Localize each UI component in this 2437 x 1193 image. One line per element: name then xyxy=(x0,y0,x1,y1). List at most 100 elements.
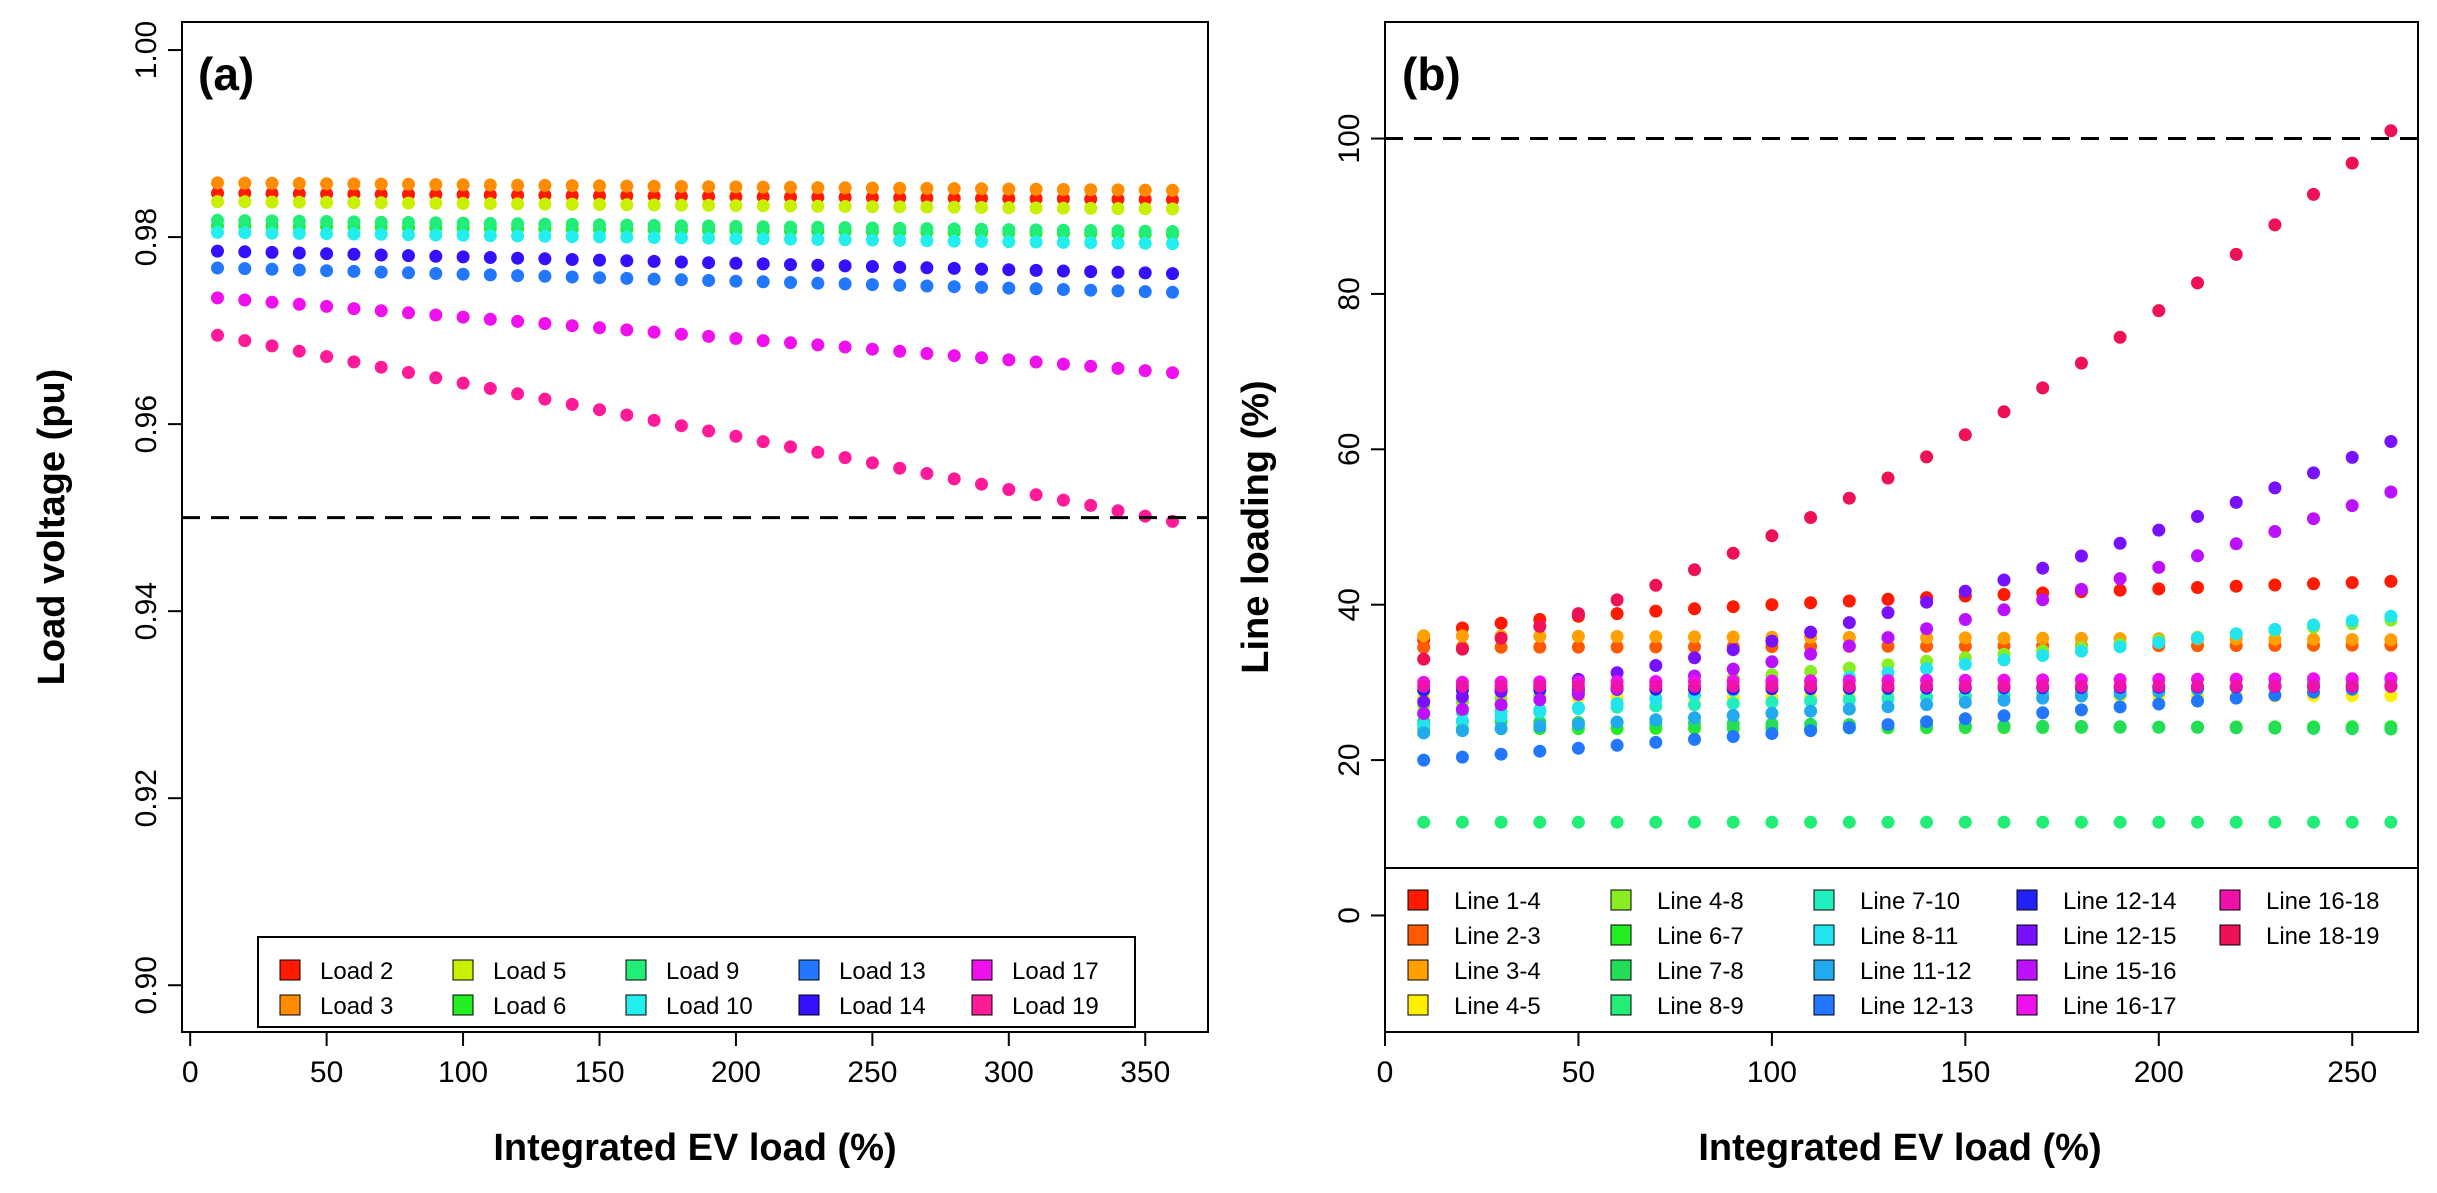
data-point xyxy=(1084,265,1098,279)
data-point xyxy=(1417,640,1431,654)
data-point xyxy=(647,413,661,427)
data-point xyxy=(211,213,224,227)
data-point xyxy=(1842,693,1856,707)
data-point xyxy=(2036,815,2050,829)
data-point xyxy=(1765,679,1779,693)
data-point xyxy=(565,319,579,333)
data-point xyxy=(920,200,934,214)
data-point xyxy=(238,214,252,228)
data-point xyxy=(1494,679,1508,693)
data-point xyxy=(1166,193,1179,207)
data-point xyxy=(920,261,934,275)
data-point xyxy=(1138,183,1152,197)
data-point xyxy=(674,419,688,433)
data-point xyxy=(1056,283,1070,296)
data-point xyxy=(975,351,988,365)
legend-swatch xyxy=(2219,924,2241,946)
data-point xyxy=(238,176,252,190)
x-tick-label: 300 xyxy=(984,1056,1034,1089)
data-point xyxy=(702,256,716,270)
data-point xyxy=(811,190,825,204)
data-point xyxy=(702,190,716,203)
data-point xyxy=(756,220,770,234)
data-point xyxy=(729,180,743,194)
data-point xyxy=(1056,235,1070,249)
data-point xyxy=(1842,616,1856,630)
data-point xyxy=(1138,236,1152,250)
legend-swatch xyxy=(971,959,993,981)
data-point xyxy=(865,342,879,356)
data-point xyxy=(838,340,852,354)
data-point xyxy=(511,229,525,243)
data-point xyxy=(511,251,525,265)
data-point xyxy=(2307,618,2320,632)
x-tick-label: 100 xyxy=(438,1056,488,1089)
legend-swatch xyxy=(1813,924,1835,946)
data-point xyxy=(456,267,470,281)
data-point xyxy=(402,177,415,191)
data-point xyxy=(320,195,334,209)
data-point xyxy=(347,264,361,278)
data-point xyxy=(2229,627,2243,641)
data-point xyxy=(374,248,388,262)
data-point xyxy=(2307,679,2320,693)
y-tick-label: 80 xyxy=(1333,277,1366,310)
data-point xyxy=(1610,630,1624,643)
panel-b: (b) Integrated EV load (%) Line loading … xyxy=(1235,21,2419,1169)
y-tick-label: 1.00 xyxy=(130,21,163,79)
data-point xyxy=(1138,509,1152,523)
data-point xyxy=(2191,720,2204,734)
data-point xyxy=(838,259,852,273)
data-point xyxy=(1688,563,1701,577)
data-point xyxy=(1084,201,1098,215)
data-point xyxy=(265,176,279,190)
legend-swatch xyxy=(2219,889,2241,911)
data-point xyxy=(1455,724,1469,738)
data-point xyxy=(2152,815,2166,829)
legend-label: Load 19 xyxy=(1012,993,1099,1020)
y-tick-label: 100 xyxy=(1333,114,1366,164)
data-point xyxy=(2191,549,2204,563)
legend-swatch xyxy=(2016,924,2038,946)
data-point xyxy=(1417,815,1431,829)
data-point xyxy=(565,217,579,231)
data-point xyxy=(2113,640,2127,654)
data-point xyxy=(1920,715,1934,729)
legend-label: Line 11-12 xyxy=(1860,958,1972,985)
data-point xyxy=(483,251,497,264)
data-point xyxy=(838,233,852,247)
data-point xyxy=(265,339,279,353)
data-point xyxy=(2191,694,2204,708)
legend-label: Load 3 xyxy=(320,993,393,1020)
data-point xyxy=(347,247,361,261)
legend-swatch xyxy=(452,959,474,981)
data-point xyxy=(1084,359,1098,373)
data-point xyxy=(1726,709,1740,722)
data-point xyxy=(2036,719,2050,733)
data-point xyxy=(865,191,879,205)
data-point xyxy=(674,273,688,287)
data-point xyxy=(647,272,661,286)
data-point xyxy=(1649,578,1663,592)
data-point xyxy=(538,197,552,211)
data-point xyxy=(1029,355,1043,369)
legend-swatch xyxy=(625,959,647,981)
data-point xyxy=(1920,622,1934,636)
legend-swatch xyxy=(452,994,474,1016)
data-point xyxy=(620,230,634,244)
data-point xyxy=(2036,561,2050,575)
data-point xyxy=(784,276,797,289)
data-point xyxy=(2152,697,2166,711)
data-point xyxy=(1804,511,1818,524)
data-point xyxy=(456,228,470,242)
data-point xyxy=(729,199,743,213)
data-point xyxy=(1084,183,1098,197)
data-point xyxy=(702,424,716,438)
data-point xyxy=(647,231,661,244)
y-tick-label: 0.98 xyxy=(130,208,163,266)
data-point xyxy=(1166,366,1179,380)
data-point xyxy=(320,264,334,278)
data-point xyxy=(2152,560,2166,574)
data-point xyxy=(238,334,252,348)
